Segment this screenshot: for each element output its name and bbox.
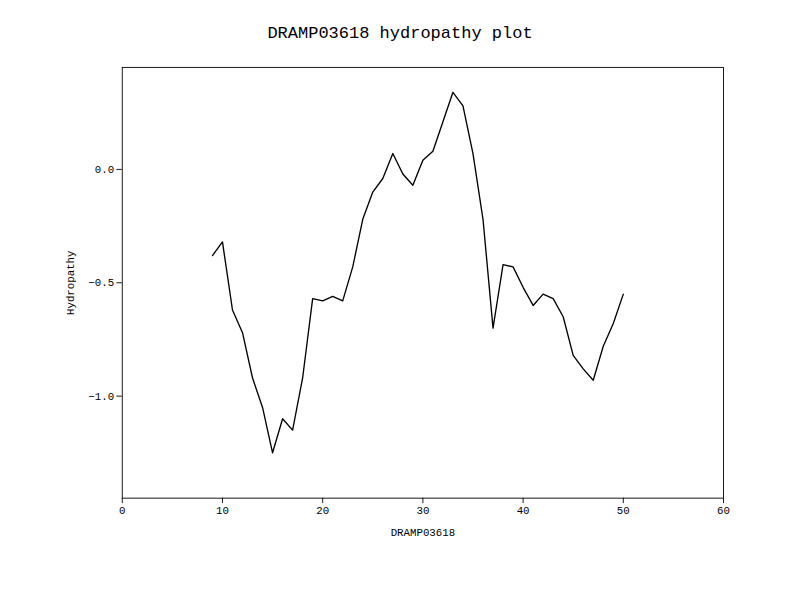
svg-text:0: 0 <box>119 505 125 517</box>
svg-text:60: 60 <box>717 505 730 517</box>
svg-text:DRAMP03618: DRAMP03618 <box>391 527 456 539</box>
svg-text:Hydropathy: Hydropathy <box>65 250 77 315</box>
svg-text:10: 10 <box>216 505 229 517</box>
svg-text:−0.5: −0.5 <box>88 277 114 289</box>
svg-text:0.0: 0.0 <box>95 164 114 176</box>
svg-text:50: 50 <box>617 505 630 517</box>
svg-text:20: 20 <box>316 505 329 517</box>
svg-text:−1.0: −1.0 <box>88 391 114 403</box>
svg-text:30: 30 <box>416 505 429 517</box>
html-text:DRAMP03618 hydropathy plot: DRAMP03618 hydropathy plot <box>267 24 533 43</box>
svg-text:40: 40 <box>517 505 530 517</box>
